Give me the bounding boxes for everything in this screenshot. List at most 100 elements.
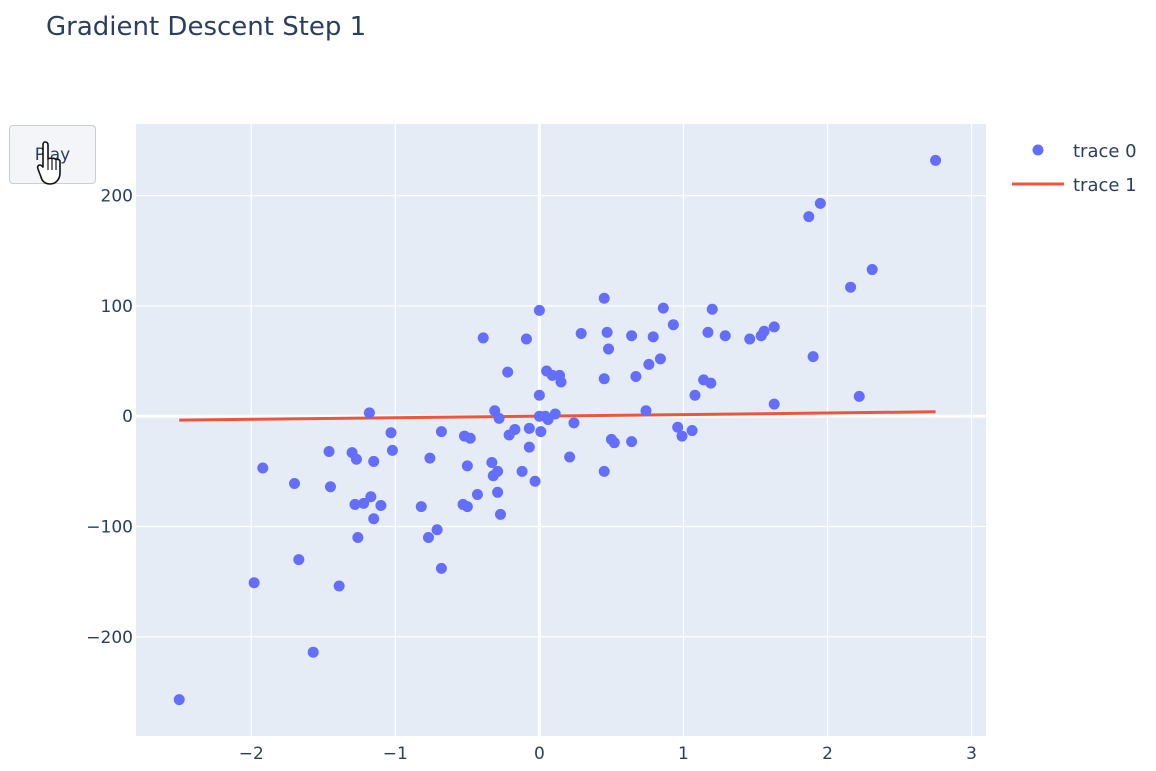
scatter-point[interactable]: [368, 513, 380, 525]
scatter-point[interactable]: [248, 577, 260, 589]
scatter-point[interactable]: [672, 421, 684, 433]
scatter-point[interactable]: [516, 465, 528, 477]
play-button[interactable]: Play: [9, 125, 96, 184]
scatter-point[interactable]: [744, 333, 756, 345]
scatter-point[interactable]: [643, 358, 655, 370]
plot-area[interactable]: [136, 124, 986, 736]
scatter-point[interactable]: [375, 500, 387, 512]
legend-label-trace-1[interactable]: trace 1: [1073, 175, 1137, 196]
scatter-point[interactable]: [323, 446, 335, 458]
legend-marker-trace-0[interactable]: [1032, 144, 1044, 156]
scatter-point[interactable]: [535, 426, 547, 438]
scatter-point[interactable]: [702, 326, 714, 338]
scatter-point[interactable]: [492, 486, 504, 498]
scatter-point[interactable]: [494, 508, 506, 520]
scatter-point[interactable]: [358, 497, 370, 509]
scatter-point[interactable]: [654, 353, 666, 365]
scatter-point[interactable]: [350, 453, 362, 465]
scatter-point[interactable]: [293, 554, 305, 566]
scatter-point[interactable]: [502, 366, 514, 378]
scatter-point[interactable]: [626, 330, 638, 342]
scatter-point[interactable]: [853, 390, 865, 402]
scatter-point[interactable]: [706, 303, 718, 315]
scatter-point[interactable]: [503, 429, 515, 441]
x-tick-label: −2: [239, 744, 264, 764]
y-tick-label: 0: [122, 407, 133, 427]
scatter-point[interactable]: [542, 414, 554, 426]
scatter-point[interactable]: [564, 451, 576, 463]
scatter-point[interactable]: [598, 292, 610, 304]
x-tick-label: −1: [383, 744, 408, 764]
scatter-point[interactable]: [523, 422, 535, 434]
scatter-point[interactable]: [598, 373, 610, 385]
scatter-point[interactable]: [555, 376, 567, 388]
scatter-point[interactable]: [493, 412, 505, 424]
scatter-point[interactable]: [640, 405, 652, 417]
scatter-point[interactable]: [601, 326, 613, 338]
legend[interactable]: trace 0 trace 1: [1012, 141, 1137, 196]
scatter-point[interactable]: [415, 501, 427, 513]
scatter-point[interactable]: [324, 481, 336, 493]
x-tick-label: 3: [966, 744, 977, 764]
scatter-point[interactable]: [768, 398, 780, 410]
x-tick-label: 2: [822, 744, 833, 764]
scatter-point[interactable]: [461, 501, 473, 513]
scatter-point[interactable]: [755, 330, 767, 342]
scatter-point[interactable]: [349, 498, 361, 510]
scatter-point[interactable]: [385, 427, 397, 439]
scatter-point[interactable]: [431, 524, 443, 536]
scatter-point[interactable]: [529, 475, 541, 487]
scatter-point[interactable]: [608, 437, 620, 449]
scatter-point[interactable]: [814, 197, 826, 209]
scatter-point[interactable]: [435, 426, 447, 438]
scatter-point[interactable]: [657, 302, 669, 314]
y-tick-label: 200: [101, 187, 133, 207]
scatter-point[interactable]: [568, 417, 580, 429]
scatter-point[interactable]: [598, 465, 610, 477]
scatter-point[interactable]: [647, 331, 659, 343]
scatter-point[interactable]: [803, 211, 815, 223]
trace-0-points: [173, 154, 942, 706]
scatter-point[interactable]: [676, 430, 688, 442]
scatter-point[interactable]: [719, 330, 731, 342]
y-tick-label: 100: [101, 297, 133, 317]
scatter-point[interactable]: [386, 444, 398, 456]
scatter-point[interactable]: [368, 455, 380, 467]
scatter-point[interactable]: [626, 436, 638, 448]
scatter-point[interactable]: [575, 328, 587, 340]
scatter-point[interactable]: [705, 377, 717, 389]
scatter-point[interactable]: [477, 332, 489, 344]
scatter-point[interactable]: [487, 470, 499, 482]
chart-title: Gradient Descent Step 1: [46, 12, 366, 42]
legend-label-trace-0[interactable]: trace 0: [1073, 141, 1137, 162]
scatter-point[interactable]: [307, 646, 319, 658]
scatter-point[interactable]: [866, 264, 878, 276]
scatter-point[interactable]: [333, 580, 345, 592]
scatter-point[interactable]: [686, 425, 698, 437]
scatter-point[interactable]: [288, 477, 300, 489]
scatter-point[interactable]: [424, 452, 436, 464]
scatter-point[interactable]: [930, 154, 942, 166]
scatter-point[interactable]: [807, 351, 819, 363]
scatter-point[interactable]: [464, 432, 476, 444]
scatter-point[interactable]: [603, 343, 615, 355]
scatter-point[interactable]: [520, 333, 532, 345]
scatter-point[interactable]: [365, 491, 377, 503]
scatter-point[interactable]: [845, 281, 857, 293]
scatter-point[interactable]: [523, 441, 535, 453]
scatter-point[interactable]: [533, 389, 545, 401]
scatter-point[interactable]: [422, 532, 434, 544]
scatter-point[interactable]: [257, 462, 269, 474]
scatter-point[interactable]: [768, 321, 780, 333]
scatter-point[interactable]: [486, 457, 498, 469]
scatter-point[interactable]: [461, 460, 473, 472]
scatter-point[interactable]: [352, 532, 364, 544]
scatter-point[interactable]: [667, 319, 679, 331]
scatter-point[interactable]: [471, 489, 483, 501]
scatter-point[interactable]: [533, 304, 545, 316]
scatter-point[interactable]: [689, 389, 701, 401]
scatter-point[interactable]: [630, 371, 642, 383]
scatter-point[interactable]: [173, 694, 185, 706]
scatter-point[interactable]: [435, 562, 447, 574]
scatter-point[interactable]: [363, 407, 375, 419]
